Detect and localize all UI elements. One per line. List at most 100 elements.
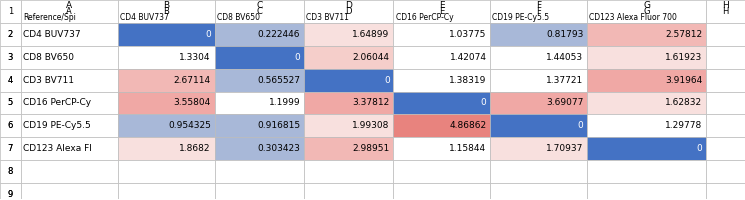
FancyBboxPatch shape <box>393 114 490 137</box>
FancyBboxPatch shape <box>587 160 706 183</box>
FancyBboxPatch shape <box>706 46 745 69</box>
FancyBboxPatch shape <box>0 114 21 137</box>
Text: 0: 0 <box>481 98 486 107</box>
Text: 6: 6 <box>7 121 13 130</box>
FancyBboxPatch shape <box>0 137 21 160</box>
FancyBboxPatch shape <box>304 46 393 69</box>
Text: 3: 3 <box>7 53 13 62</box>
Text: E: E <box>439 7 445 16</box>
Text: 1.44053: 1.44053 <box>546 53 583 62</box>
Text: 2.57812: 2.57812 <box>665 30 703 39</box>
FancyBboxPatch shape <box>215 23 304 46</box>
FancyBboxPatch shape <box>0 0 21 23</box>
Text: C: C <box>256 7 262 16</box>
Text: 1.70937: 1.70937 <box>546 144 583 153</box>
Text: 1.15844: 1.15844 <box>449 144 486 153</box>
FancyBboxPatch shape <box>393 69 490 92</box>
FancyBboxPatch shape <box>706 114 745 137</box>
Text: CD3 BV711: CD3 BV711 <box>306 13 349 22</box>
Text: 1.1999: 1.1999 <box>269 98 300 107</box>
FancyBboxPatch shape <box>304 137 393 160</box>
FancyBboxPatch shape <box>21 69 118 92</box>
FancyBboxPatch shape <box>304 160 393 183</box>
FancyBboxPatch shape <box>706 0 745 23</box>
Text: 5: 5 <box>7 98 13 107</box>
Text: CD3 BV711: CD3 BV711 <box>23 76 74 85</box>
Text: F: F <box>536 1 541 10</box>
FancyBboxPatch shape <box>21 46 118 69</box>
FancyBboxPatch shape <box>215 92 304 114</box>
FancyBboxPatch shape <box>21 23 118 46</box>
FancyBboxPatch shape <box>21 183 118 200</box>
Text: 8: 8 <box>7 167 13 176</box>
FancyBboxPatch shape <box>215 137 304 160</box>
Text: A: A <box>66 7 72 16</box>
FancyBboxPatch shape <box>490 0 587 23</box>
Text: 0: 0 <box>294 53 300 62</box>
FancyBboxPatch shape <box>118 92 215 114</box>
FancyBboxPatch shape <box>0 23 21 46</box>
Text: 0.565527: 0.565527 <box>257 76 300 85</box>
Text: CD123 Alexa Fluor 700: CD123 Alexa Fluor 700 <box>589 13 677 22</box>
FancyBboxPatch shape <box>118 46 215 69</box>
FancyBboxPatch shape <box>304 23 393 46</box>
FancyBboxPatch shape <box>587 46 706 69</box>
Text: 0.303423: 0.303423 <box>257 144 300 153</box>
Text: 1.3304: 1.3304 <box>180 53 211 62</box>
FancyBboxPatch shape <box>0 69 21 92</box>
FancyBboxPatch shape <box>587 114 706 137</box>
Text: 8: 8 <box>7 167 13 176</box>
FancyBboxPatch shape <box>393 160 490 183</box>
FancyBboxPatch shape <box>587 0 706 23</box>
FancyBboxPatch shape <box>490 114 587 137</box>
Text: 0: 0 <box>384 76 390 85</box>
FancyBboxPatch shape <box>706 23 745 46</box>
Text: 0.916815: 0.916815 <box>257 121 300 130</box>
Text: 0: 0 <box>577 121 583 130</box>
Text: 6: 6 <box>7 121 13 130</box>
FancyBboxPatch shape <box>304 114 393 137</box>
Text: 9: 9 <box>7 190 13 199</box>
Text: 0: 0 <box>697 144 703 153</box>
Text: CD4 BUV737: CD4 BUV737 <box>120 13 169 22</box>
Text: 2.67114: 2.67114 <box>174 76 211 85</box>
FancyBboxPatch shape <box>587 183 706 200</box>
FancyBboxPatch shape <box>118 0 215 23</box>
Text: F: F <box>536 7 541 16</box>
Text: 5: 5 <box>7 98 13 107</box>
FancyBboxPatch shape <box>490 160 587 183</box>
FancyBboxPatch shape <box>21 160 118 183</box>
Text: 1.99308: 1.99308 <box>352 121 390 130</box>
Text: C: C <box>256 1 262 10</box>
FancyBboxPatch shape <box>393 183 490 200</box>
Text: 1.62832: 1.62832 <box>665 98 703 107</box>
FancyBboxPatch shape <box>490 183 587 200</box>
FancyBboxPatch shape <box>393 46 490 69</box>
FancyBboxPatch shape <box>393 23 490 46</box>
FancyBboxPatch shape <box>0 183 21 200</box>
Text: 3.91964: 3.91964 <box>665 76 703 85</box>
FancyBboxPatch shape <box>706 183 745 200</box>
FancyBboxPatch shape <box>215 114 304 137</box>
Text: 3.69077: 3.69077 <box>546 98 583 107</box>
Text: 1.61923: 1.61923 <box>665 53 703 62</box>
FancyBboxPatch shape <box>587 23 706 46</box>
FancyBboxPatch shape <box>215 183 304 200</box>
FancyBboxPatch shape <box>393 0 490 23</box>
FancyBboxPatch shape <box>393 137 490 160</box>
Text: 1.03775: 1.03775 <box>449 30 486 39</box>
Text: 4: 4 <box>7 76 13 85</box>
Text: A: A <box>66 1 72 10</box>
FancyBboxPatch shape <box>706 160 745 183</box>
Text: 9: 9 <box>7 190 13 199</box>
FancyBboxPatch shape <box>587 69 706 92</box>
Text: 2: 2 <box>7 30 13 39</box>
Text: 0.222446: 0.222446 <box>258 30 300 39</box>
FancyBboxPatch shape <box>706 69 745 92</box>
FancyBboxPatch shape <box>0 160 21 183</box>
FancyBboxPatch shape <box>706 137 745 160</box>
Text: 1.8682: 1.8682 <box>180 144 211 153</box>
Text: CD19 PE-Cy5.5: CD19 PE-Cy5.5 <box>23 121 91 130</box>
FancyBboxPatch shape <box>304 92 393 114</box>
FancyBboxPatch shape <box>304 0 393 23</box>
